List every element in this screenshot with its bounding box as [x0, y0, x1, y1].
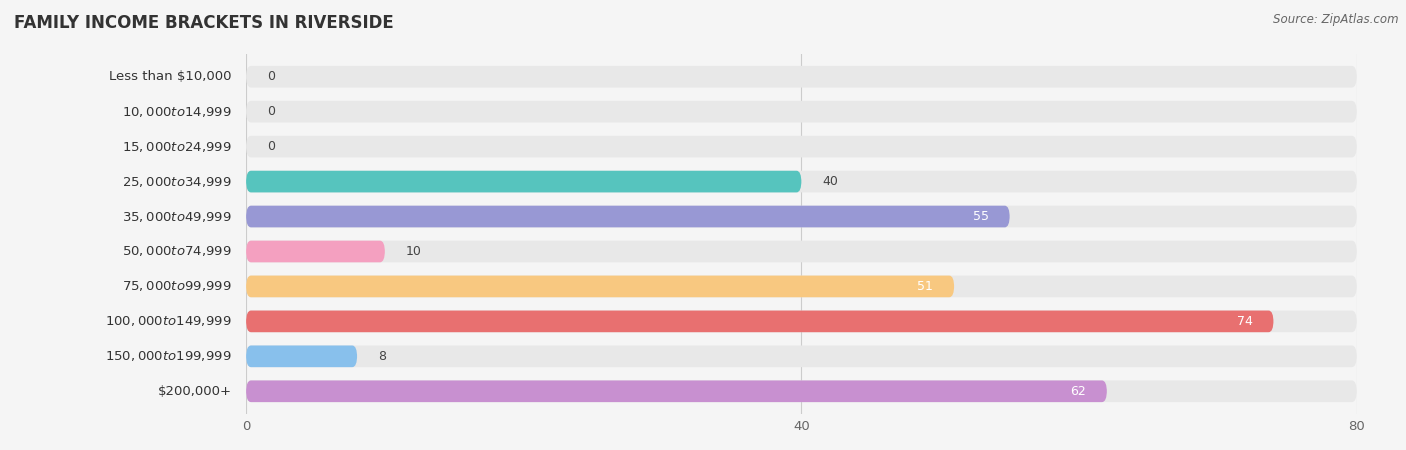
Text: $200,000+: $200,000+	[157, 385, 232, 398]
Text: 10: 10	[406, 245, 422, 258]
FancyBboxPatch shape	[246, 206, 1357, 227]
Text: 62: 62	[1070, 385, 1085, 398]
FancyBboxPatch shape	[246, 380, 1107, 402]
Text: 0: 0	[267, 105, 276, 118]
FancyBboxPatch shape	[246, 346, 1357, 367]
FancyBboxPatch shape	[246, 101, 1357, 122]
FancyBboxPatch shape	[246, 310, 1357, 332]
Text: 8: 8	[378, 350, 387, 363]
FancyBboxPatch shape	[246, 275, 1357, 297]
Text: Less than $10,000: Less than $10,000	[110, 70, 232, 83]
Text: 0: 0	[267, 70, 276, 83]
Text: Source: ZipAtlas.com: Source: ZipAtlas.com	[1274, 14, 1399, 27]
Text: $50,000 to $74,999: $50,000 to $74,999	[122, 244, 232, 258]
FancyBboxPatch shape	[246, 346, 357, 367]
FancyBboxPatch shape	[246, 310, 1274, 332]
FancyBboxPatch shape	[246, 171, 801, 193]
FancyBboxPatch shape	[246, 171, 1357, 193]
FancyBboxPatch shape	[246, 275, 955, 297]
Text: $25,000 to $34,999: $25,000 to $34,999	[122, 175, 232, 189]
FancyBboxPatch shape	[246, 241, 385, 262]
FancyBboxPatch shape	[246, 380, 1357, 402]
Text: $100,000 to $149,999: $100,000 to $149,999	[105, 315, 232, 328]
FancyBboxPatch shape	[246, 66, 1357, 88]
Text: 74: 74	[1237, 315, 1253, 328]
Text: $150,000 to $199,999: $150,000 to $199,999	[105, 349, 232, 363]
Text: $35,000 to $49,999: $35,000 to $49,999	[122, 210, 232, 224]
Text: 40: 40	[823, 175, 838, 188]
Text: FAMILY INCOME BRACKETS IN RIVERSIDE: FAMILY INCOME BRACKETS IN RIVERSIDE	[14, 14, 394, 32]
FancyBboxPatch shape	[246, 206, 1010, 227]
Text: $15,000 to $24,999: $15,000 to $24,999	[122, 140, 232, 153]
Text: $75,000 to $99,999: $75,000 to $99,999	[122, 279, 232, 293]
Text: 51: 51	[918, 280, 934, 293]
Text: 55: 55	[973, 210, 988, 223]
Text: $10,000 to $14,999: $10,000 to $14,999	[122, 105, 232, 119]
Text: 0: 0	[267, 140, 276, 153]
FancyBboxPatch shape	[246, 241, 1357, 262]
FancyBboxPatch shape	[246, 136, 1357, 158]
